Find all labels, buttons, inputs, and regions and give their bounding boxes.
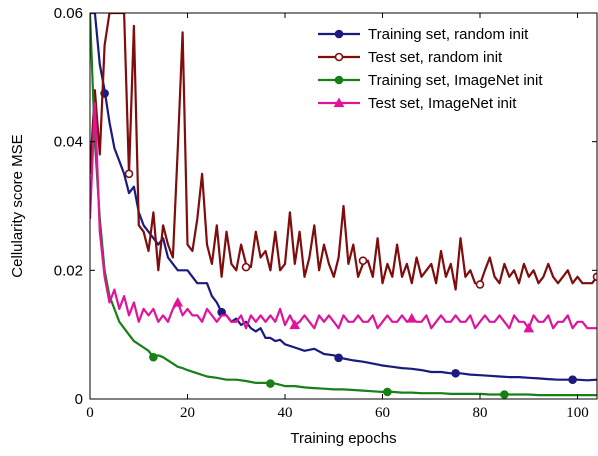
data-point xyxy=(266,379,275,388)
plot-frame xyxy=(89,12,598,400)
x-tick-label: 20 xyxy=(180,405,195,421)
y-tick-label: 0.04 xyxy=(54,134,83,151)
series-layer xyxy=(90,13,597,399)
x-tick-label: 80 xyxy=(473,405,488,421)
data-point xyxy=(523,322,535,333)
data-point xyxy=(124,169,134,179)
series xyxy=(90,13,597,291)
legend: Training set, random init Test set, rando… xyxy=(318,26,543,112)
legend-marker xyxy=(334,29,344,39)
x-tick-label: 0 xyxy=(86,405,94,421)
series xyxy=(90,13,597,399)
x-tick-label: 60 xyxy=(375,405,390,421)
x-tick-label: 100 xyxy=(566,405,589,421)
y-tick-label: 0.06 xyxy=(54,5,83,22)
data-point xyxy=(592,272,597,282)
y-tick-label: 0.02 xyxy=(54,262,83,279)
legend-label: Test set, random init xyxy=(368,49,503,66)
legend-label: Test set, ImageNet init xyxy=(368,95,517,112)
series-line xyxy=(90,101,597,330)
data-point xyxy=(406,313,418,323)
legend-label: Training set, random init xyxy=(368,26,529,43)
data-point xyxy=(149,352,158,362)
series xyxy=(90,13,597,385)
legend-marker xyxy=(333,97,345,108)
data-point xyxy=(241,262,251,272)
data-point xyxy=(451,368,460,378)
series-line xyxy=(90,13,597,382)
ticks-layer: 0 20 40 60 80 100 0 0.02 0.04 0.06 xyxy=(54,5,597,421)
y-tick-label: 0 xyxy=(75,391,83,408)
data-point xyxy=(172,296,184,307)
legend-label: Training set, ImageNet init xyxy=(368,72,543,89)
x-tick-label: 40 xyxy=(278,405,293,421)
legend-marker xyxy=(334,75,344,85)
series xyxy=(90,101,597,333)
data-point xyxy=(334,353,343,363)
x-axis-title: Training epochs xyxy=(290,430,396,447)
series-line xyxy=(90,13,597,397)
data-point xyxy=(500,390,509,399)
legend-marker xyxy=(334,52,344,62)
data-point xyxy=(358,256,368,265)
data-point xyxy=(383,387,392,397)
data-point xyxy=(568,375,577,385)
data-point xyxy=(289,319,301,330)
data-point xyxy=(475,280,485,289)
y-axis-title: Cellularity score MSE xyxy=(9,134,26,277)
series-line xyxy=(90,13,597,291)
